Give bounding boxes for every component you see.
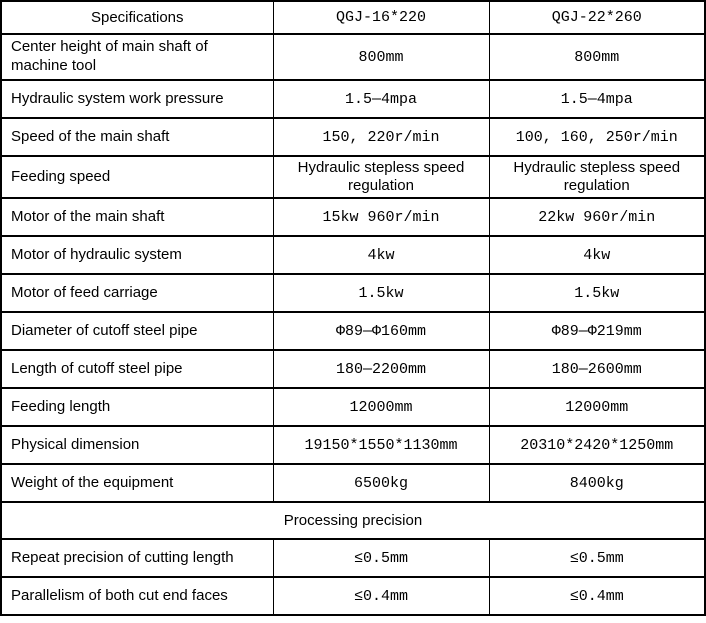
spec-row-center-height: Center height of main shaft of machine t… <box>0 33 706 81</box>
spec-row-work-pressure: Hydraulic system work pressure 1.5—4mpa … <box>0 79 706 119</box>
spec-value: 180—2200mm <box>272 349 490 389</box>
spec-value: Φ89—Φ160mm <box>272 311 490 351</box>
spec-value: Hydraulic stepless speed regulation <box>272 155 490 199</box>
spec-value: 12000mm <box>488 387 706 427</box>
spec-row-feed-carriage-motor: Motor of feed carriage 1.5kw 1.5kw <box>0 273 706 313</box>
spec-row-main-shaft-speed: Speed of the main shaft 150, 220r/min 10… <box>0 117 706 157</box>
spec-label: Speed of the main shaft <box>0 117 274 157</box>
spec-label: Weight of the equipment <box>0 463 274 503</box>
spec-row-physical-dimension: Physical dimension 19150*1550*1130mm 203… <box>0 425 706 465</box>
spec-value: 20310*2420*1250mm <box>488 425 706 465</box>
spec-value: 22kw 960r/min <box>488 197 706 237</box>
spec-value: 1.5kw <box>272 273 490 313</box>
spec-value: 8400kg <box>488 463 706 503</box>
spec-row-equipment-weight: Weight of the equipment 6500kg 8400kg <box>0 463 706 503</box>
spec-row-pipe-diameter: Diameter of cutoff steel pipe Φ89—Φ160mm… <box>0 311 706 351</box>
spec-row-pipe-length: Length of cutoff steel pipe 180—2200mm 1… <box>0 349 706 389</box>
spec-value: 4kw <box>272 235 490 275</box>
spec-value: 19150*1550*1130mm <box>272 425 490 465</box>
spec-value: ≤0.4mm <box>272 576 490 616</box>
spec-value: 6500kg <box>272 463 490 503</box>
section-title: Processing precision <box>0 501 706 540</box>
section-row-processing-precision: Processing precision <box>0 501 706 540</box>
spec-row-repeat-precision: Repeat precision of cutting length ≤0.5m… <box>0 538 706 578</box>
spec-label: Motor of hydraulic system <box>0 235 274 275</box>
header-model-qgj-22: QGJ-22*260 <box>488 0 706 35</box>
spec-value: 15kw 960r/min <box>272 197 490 237</box>
spec-value: 100, 160, 250r/min <box>488 117 706 157</box>
table-header-row: Specifications QGJ-16*220 QGJ-22*260 <box>0 0 706 35</box>
spec-label: Motor of feed carriage <box>0 273 274 313</box>
spec-value: 800mm <box>488 33 706 81</box>
spec-value: 150, 220r/min <box>272 117 490 157</box>
spec-value: 800mm <box>272 33 490 81</box>
spec-row-main-shaft-motor: Motor of the main shaft 15kw 960r/min 22… <box>0 197 706 237</box>
spec-label: Diameter of cutoff steel pipe <box>0 311 274 351</box>
header-model-qgj-16: QGJ-16*220 <box>272 0 490 35</box>
spec-value: 180—2600mm <box>488 349 706 389</box>
spec-row-feeding-speed: Feeding speed Hydraulic stepless speed r… <box>0 155 706 199</box>
spec-row-hydraulic-motor: Motor of hydraulic system 4kw 4kw <box>0 235 706 275</box>
spec-label: Physical dimension <box>0 425 274 465</box>
spec-label: Repeat precision of cutting length <box>0 538 274 578</box>
spec-value: 12000mm <box>272 387 490 427</box>
spec-row-feeding-length: Feeding length 12000mm 12000mm <box>0 387 706 427</box>
spec-label: Feeding speed <box>0 155 274 199</box>
spec-value: 1.5kw <box>488 273 706 313</box>
spec-value: Φ89—Φ219mm <box>488 311 706 351</box>
spec-label: Center height of main shaft of machine t… <box>0 33 274 81</box>
spec-value: ≤0.5mm <box>488 538 706 578</box>
spec-value: 1.5—4mpa <box>488 79 706 119</box>
spec-label: Hydraulic system work pressure <box>0 79 274 119</box>
header-specifications: Specifications <box>0 0 274 35</box>
spec-label: Feeding length <box>0 387 274 427</box>
spec-label: Length of cutoff steel pipe <box>0 349 274 389</box>
spec-value: 1.5—4mpa <box>272 79 490 119</box>
spec-value: 4kw <box>488 235 706 275</box>
spec-label: Motor of the main shaft <box>0 197 274 237</box>
spec-row-parallelism: Parallelism of both cut end faces ≤0.4mm… <box>0 576 706 616</box>
spec-value: Hydraulic stepless speed regulation <box>488 155 706 199</box>
spec-value: ≤0.5mm <box>272 538 490 578</box>
spec-value: ≤0.4mm <box>488 576 706 616</box>
spec-label: Parallelism of both cut end faces <box>0 576 274 616</box>
